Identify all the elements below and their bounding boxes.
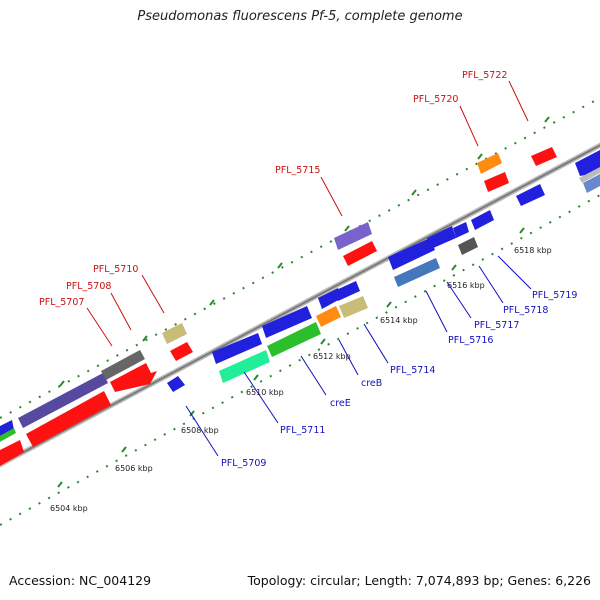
gene-arrow-pfl5710 — [162, 323, 187, 344]
leader-pfl5722 — [508, 80, 529, 122]
tick-mark — [411, 189, 417, 196]
leader-creE — [300, 355, 327, 396]
gene-arrow-blue-mid — [262, 306, 312, 338]
leader-pfl5719 — [497, 255, 532, 290]
gene-label-pfl5722[interactable]: PFL_5722 — [462, 70, 507, 81]
gene-arrow-blue-5716 — [427, 226, 456, 249]
tick-mark — [59, 380, 65, 387]
tick-mark — [121, 446, 127, 453]
leader-pfl5718 — [478, 265, 504, 304]
tick-mark — [189, 410, 195, 417]
gene-label-pfl5707[interactable]: PFL_5707 — [39, 297, 84, 308]
gene-label-pfl5714[interactable]: PFL_5714 — [390, 365, 435, 376]
gene-arrow-orange-mid — [316, 306, 341, 327]
leader-pfl5709 — [185, 405, 219, 457]
gene-arrow-red-5720 — [484, 172, 509, 192]
gene-arrow-teal — [219, 350, 270, 383]
gene-arrow-blue-5711 — [212, 333, 262, 364]
lower-label-leaders — [185, 255, 532, 457]
tick-mark — [209, 299, 215, 306]
genome-summary-text: Topology: circular; Length: 7,074,893 bp… — [247, 573, 591, 588]
gene-arrow-grey — [458, 237, 478, 255]
upper-label-leaders — [86, 80, 529, 347]
gene-arrow-red-5710 — [170, 342, 193, 361]
gene-arrow-pfl5709 — [167, 376, 185, 392]
gene-arrow-creB — [339, 296, 368, 318]
leader-pfl5707 — [86, 307, 113, 347]
tick-mark — [142, 335, 148, 342]
gene-label-pfl5715[interactable]: PFL_5715 — [275, 165, 320, 176]
gene-arrow-blue-top — [334, 281, 360, 301]
upper-dotted-guide — [0, 97, 600, 419]
scale-tick-label: 6514 kbp — [380, 316, 418, 325]
scale-tick-label: 6504 kbp — [50, 504, 88, 513]
gene-arrow-orange — [477, 153, 502, 174]
leader-pfl5716 — [425, 290, 448, 333]
gene-arrow-blue-right — [575, 150, 600, 176]
gene-arrow-grey-right — [579, 167, 600, 183]
scale-tick-label: 6512 kbp — [313, 352, 351, 361]
leader-pfl5720 — [459, 105, 479, 147]
gene-label-pfl5711[interactable]: PFL_5711 — [280, 425, 325, 436]
leader-pfl5711 — [243, 371, 279, 424]
scale-tick-label: 6516 kbp — [447, 281, 485, 290]
lower-dotted-guide — [0, 194, 600, 526]
gene-label-pfl5709[interactable]: PFL_5709 — [221, 458, 266, 469]
gene-arrow-red-5715 — [343, 241, 377, 266]
upper-strand-genes — [0, 147, 600, 442]
gene-arrow-red — [0, 440, 24, 466]
gene-arrow-green — [0, 428, 16, 442]
gene-arrow-blue-5719 — [516, 184, 545, 206]
genome-backbone-inner — [0, 144, 600, 466]
leader-pfl5710 — [141, 274, 165, 314]
gene-arrow-steel-right — [583, 174, 600, 193]
gene-arrow-red-long — [26, 391, 111, 447]
gene-label-pfl5710[interactable]: PFL_5710 — [93, 264, 138, 275]
leader-pfl5714 — [363, 323, 389, 364]
gene-arrow-steel — [394, 258, 440, 287]
leader-pfl5708 — [110, 292, 132, 331]
gene-label-creE[interactable]: creE — [330, 398, 351, 409]
gene-arrow-pfl5722 — [531, 147, 557, 166]
tick-mark — [451, 264, 457, 271]
leader-creB — [338, 339, 359, 376]
gene-arrow-blue-5718 — [471, 210, 494, 230]
tick-mark — [477, 153, 483, 160]
gene-arrow-pfl5715 — [334, 222, 372, 250]
gene-arrow-blue-5717 — [453, 222, 469, 238]
tick-mark — [320, 338, 326, 345]
scale-tick-label: 6510 kbp — [246, 388, 284, 397]
gene-label-pfl5716[interactable]: PFL_5716 — [448, 335, 493, 346]
accession-text: Accession: NC_004129 — [9, 573, 152, 588]
scale-tick-label: 6518 kbp — [514, 246, 552, 255]
leader-pfl5715 — [320, 176, 343, 217]
gene-label-pfl5718[interactable]: PFL_5718 — [503, 305, 548, 316]
scale-tick-label: 6508 kbp — [181, 426, 219, 435]
gene-arrow-pfl5707 — [18, 373, 108, 428]
gene-label-pfl5717[interactable]: PFL_5717 — [474, 320, 519, 331]
gene-arrow-blue-5714 — [388, 238, 435, 270]
leader-pfl5717 — [446, 281, 472, 319]
major-ticks — [57, 116, 550, 488]
gene-arrow-red-short — [110, 363, 157, 392]
tick-mark — [253, 374, 259, 381]
tick-mark — [57, 481, 63, 488]
tick-mark — [277, 262, 283, 269]
gene-arrow-pfl5708 — [101, 350, 145, 380]
tick-mark — [519, 227, 525, 234]
gene-arrow-creE — [267, 322, 321, 357]
lower-strand-genes — [0, 172, 545, 466]
gene-arrow-blue — [0, 420, 14, 437]
gene-label-pfl5719[interactable]: PFL_5719 — [532, 290, 577, 301]
scale-tick-label: 6506 kbp — [115, 464, 153, 473]
gene-label-creB[interactable]: creB — [361, 378, 382, 389]
tick-mark — [386, 301, 392, 308]
gene-label-pfl5720[interactable]: PFL_5720 — [413, 94, 458, 105]
tick-mark — [544, 116, 550, 123]
genome-title: Pseudomonas fluorescens Pf-5, complete g… — [137, 9, 463, 24]
tick-mark — [344, 225, 350, 232]
gene-label-pfl5708[interactable]: PFL_5708 — [66, 281, 111, 292]
